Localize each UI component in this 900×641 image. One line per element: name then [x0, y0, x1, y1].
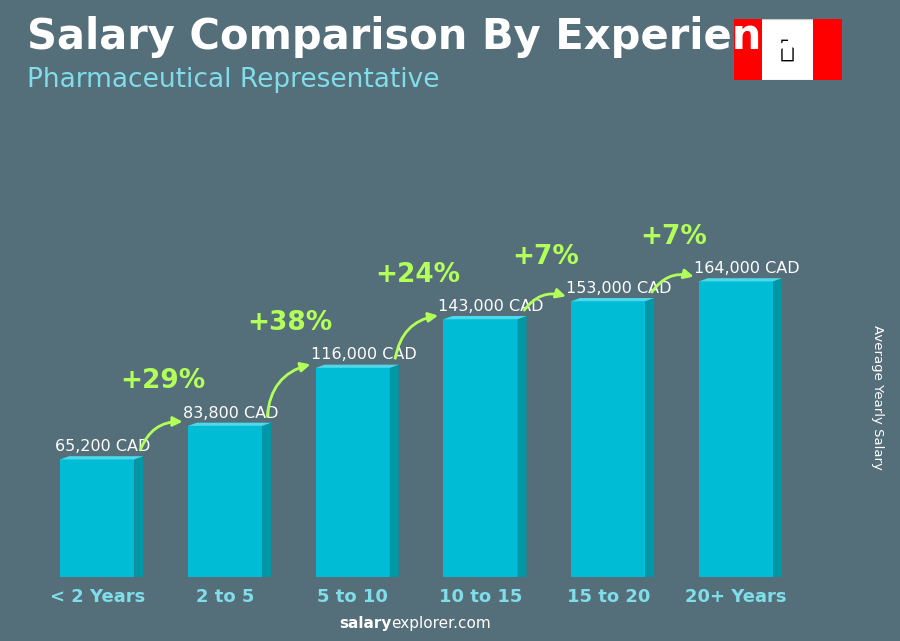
Polygon shape: [518, 316, 526, 577]
Polygon shape: [734, 19, 842, 80]
Text: +38%: +38%: [248, 310, 333, 337]
Polygon shape: [699, 278, 782, 281]
Text: +7%: +7%: [512, 244, 579, 270]
Text: 🍁: 🍁: [780, 38, 795, 62]
Polygon shape: [134, 456, 143, 577]
Polygon shape: [262, 422, 271, 577]
Polygon shape: [444, 319, 518, 577]
Text: Salary Comparison By Experience: Salary Comparison By Experience: [27, 16, 814, 58]
Polygon shape: [60, 460, 134, 577]
Text: salary: salary: [339, 617, 392, 631]
Polygon shape: [572, 298, 654, 301]
Text: 83,800 CAD: 83,800 CAD: [183, 406, 278, 420]
Polygon shape: [60, 456, 143, 460]
Polygon shape: [444, 316, 526, 319]
Polygon shape: [645, 298, 654, 577]
Text: 164,000 CAD: 164,000 CAD: [694, 261, 799, 276]
Polygon shape: [734, 19, 762, 80]
Text: +7%: +7%: [640, 224, 706, 250]
Polygon shape: [813, 19, 842, 80]
Polygon shape: [390, 365, 399, 577]
Polygon shape: [316, 365, 399, 368]
Text: 116,000 CAD: 116,000 CAD: [310, 347, 417, 363]
Text: +29%: +29%: [120, 369, 205, 394]
Text: 143,000 CAD: 143,000 CAD: [438, 299, 544, 314]
Polygon shape: [316, 368, 390, 577]
Polygon shape: [572, 301, 645, 577]
Polygon shape: [188, 426, 262, 577]
Text: Pharmaceutical Representative: Pharmaceutical Representative: [27, 67, 439, 94]
Text: +24%: +24%: [375, 262, 461, 288]
Text: 153,000 CAD: 153,000 CAD: [566, 281, 671, 296]
Text: Average Yearly Salary: Average Yearly Salary: [871, 325, 884, 470]
Polygon shape: [773, 278, 782, 577]
Text: explorer.com: explorer.com: [392, 617, 491, 631]
Polygon shape: [188, 422, 271, 426]
Polygon shape: [699, 281, 773, 577]
Text: 65,200 CAD: 65,200 CAD: [55, 439, 150, 454]
